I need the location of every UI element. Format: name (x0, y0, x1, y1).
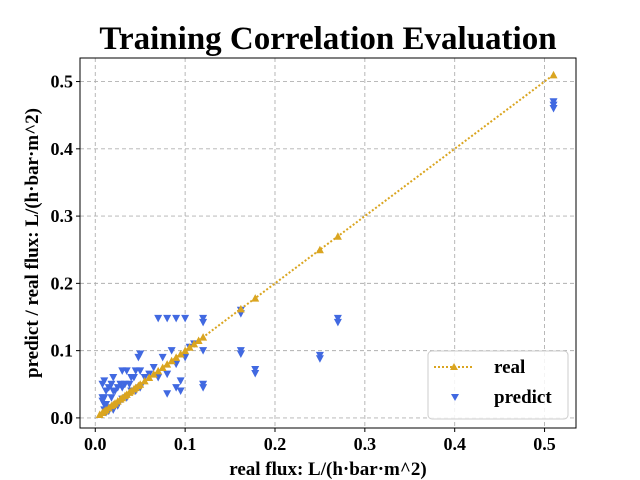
y-tick-label: 0.3 (51, 206, 74, 226)
predict-point (333, 314, 342, 323)
predict-point (118, 367, 127, 375)
predict-point (199, 347, 208, 355)
y-tick-label: 0.0 (51, 408, 74, 428)
predict-point (172, 314, 181, 323)
legend-real-marker (450, 363, 458, 370)
y-tick-label: 0.2 (51, 273, 74, 293)
real-point (172, 353, 181, 361)
chart-title: Training Correlation Evaluation (99, 21, 556, 57)
predict-point (109, 374, 118, 382)
real-point (158, 363, 167, 371)
real-point (163, 360, 172, 368)
x-tick-label: 0.3 (354, 434, 377, 454)
x-axis-label: real flux: L/(h·bar·m^2) (229, 459, 427, 480)
real-point (199, 333, 208, 341)
predict-point (98, 380, 107, 389)
y-axis-label: predict / real flux: L/(h·bar·m^2) (22, 108, 43, 378)
real-point (154, 366, 163, 375)
predict-point (251, 370, 260, 378)
real-point (140, 376, 149, 385)
x-tick-label: 0.1 (174, 434, 197, 454)
x-tick-label: 0.4 (443, 434, 466, 454)
predict-point (163, 390, 172, 398)
predict-point (181, 314, 190, 323)
real-point (251, 294, 260, 302)
real-point (185, 343, 194, 351)
predict-point (199, 384, 208, 392)
real-point (333, 232, 342, 240)
predict-point (109, 387, 118, 395)
predict-point (134, 353, 143, 362)
predict-point (333, 318, 342, 327)
plot-frame (79, 57, 577, 429)
x-tick-label: 0.2 (264, 434, 287, 454)
predict-point (549, 104, 558, 113)
real-point (181, 346, 190, 355)
predict-point (176, 387, 185, 395)
y-tick-label: 0.5 (51, 72, 74, 92)
legend-real-label: real (494, 357, 525, 378)
predict-point (102, 387, 111, 395)
axis-ticks: 0.0 0.1 0.2 0.3 0.4 0.5 0.0 0.1 0.2 0.3 0.4 0.5 (51, 72, 556, 454)
predict-point (172, 384, 181, 392)
real-point (315, 245, 324, 254)
real-point (549, 70, 558, 79)
predict-point (154, 314, 163, 323)
predict-point (163, 370, 172, 379)
y-tick-label: 0.4 (51, 139, 74, 159)
predict-point (98, 397, 107, 406)
real-point (149, 370, 158, 378)
real-point (167, 356, 176, 365)
predict-point (199, 318, 208, 327)
real-point (136, 380, 145, 388)
predict-point (199, 314, 208, 323)
predict-point (131, 367, 140, 375)
predict-point (127, 374, 136, 382)
plot-data (95, 70, 558, 419)
predict-point (149, 363, 158, 372)
predict-point (158, 353, 167, 362)
predict-point (236, 350, 245, 358)
real-point (145, 373, 154, 382)
real-point (194, 336, 203, 345)
real-point (176, 350, 185, 358)
real-point (190, 339, 199, 348)
predict-point (167, 347, 176, 355)
x-tick-label: 0.5 (533, 434, 556, 454)
real-point (236, 304, 245, 313)
legend-predict-label: predict (494, 387, 552, 408)
y-tick-label: 0.1 (51, 341, 74, 361)
x-tick-label: 0.0 (84, 434, 107, 454)
legend-predict-marker (451, 394, 459, 401)
predict-point (315, 355, 324, 363)
predict-point (107, 394, 116, 402)
predict-point (251, 365, 260, 374)
legend: real predict (427, 350, 569, 420)
predict-point (163, 314, 172, 323)
predict-point (176, 377, 185, 385)
